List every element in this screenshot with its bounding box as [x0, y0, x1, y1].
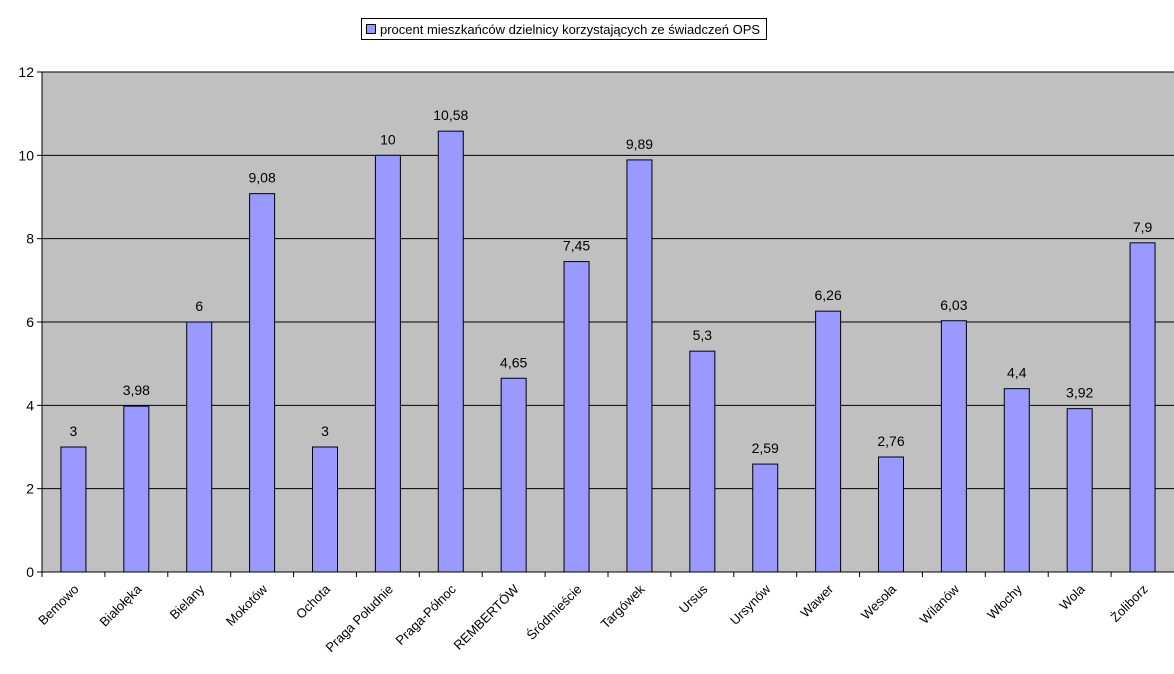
- x-tick-label: Wola: [1056, 581, 1088, 613]
- legend-label: procent mieszkańców dzielnicy korzystają…: [380, 21, 761, 37]
- bar: [752, 463, 779, 573]
- data-label: 6,03: [940, 297, 967, 313]
- data-label: 6: [195, 298, 203, 314]
- data-label: 9,08: [248, 170, 275, 186]
- x-tick-labels: Bemowo Białołęka Bielany Mokotów OchotaPraga…: [35, 581, 1150, 655]
- y-tick-label: 0: [26, 564, 34, 580]
- y-tick-label: 6: [26, 314, 34, 330]
- data-label: 4,4: [1007, 365, 1027, 381]
- data-label: 4,65: [500, 354, 527, 370]
- x-tick-label: Wesoła: [858, 581, 900, 623]
- data-label: 10: [380, 131, 396, 147]
- x-tick-label: Bielany: [167, 581, 208, 622]
- data-label: 9,89: [626, 136, 653, 152]
- x-tick-label: Bemowo: [35, 582, 81, 628]
- data-label: 3: [321, 423, 329, 439]
- y-tick-label: 8: [26, 231, 34, 247]
- axes: [37, 71, 1174, 577]
- legend: procent mieszkańców dzielnicy korzystają…: [361, 18, 768, 40]
- data-label: 3,92: [1066, 385, 1093, 401]
- legend-swatch: [366, 24, 376, 34]
- data-label: 7,45: [563, 238, 590, 254]
- x-tick-label: Włochy: [984, 581, 1025, 622]
- bar: [563, 261, 590, 573]
- x-tick-label: Żoliborz: [1107, 582, 1150, 625]
- x-tick-label: REMBERTÓW: [451, 581, 523, 653]
- bar: [1003, 388, 1030, 573]
- bar: [123, 405, 150, 573]
- data-label: 10,58: [433, 107, 468, 123]
- bar: [1066, 408, 1093, 573]
- bar: [186, 321, 213, 573]
- data-label: 3: [70, 423, 78, 439]
- gridlines: [42, 71, 1174, 490]
- x-tick-label: Ursynów: [727, 581, 774, 628]
- x-tick-label: Wilanów: [917, 581, 963, 627]
- data-label: 5,3: [693, 327, 713, 343]
- y-tick-labels: 0 2 4 6 8 10 12: [18, 64, 34, 580]
- data-label: 6,26: [814, 287, 841, 303]
- bar: [689, 350, 716, 573]
- bar: [815, 310, 842, 573]
- bar: [626, 159, 653, 573]
- x-tick-label: Ursus: [676, 581, 711, 616]
- y-tick-label: 10: [18, 147, 34, 163]
- bars: [60, 130, 1156, 573]
- data-label: 3,98: [123, 382, 150, 398]
- bar: [312, 446, 338, 573]
- y-tick-label: 4: [26, 397, 34, 413]
- x-tick-label: Ochota: [293, 581, 334, 622]
- x-tick-label: Targówek: [598, 581, 648, 631]
- data-label: 2,59: [752, 440, 779, 456]
- x-tick-label: Mokotów: [223, 581, 271, 629]
- bar: [878, 456, 904, 573]
- x-tick-label: Wawer: [797, 581, 836, 620]
- bar: [60, 446, 87, 573]
- data-labels: 3 3,98 6 9,08 3 10 10,58 4,65 7,45 9,89 5,3 2,59 6,2…: [70, 107, 1153, 456]
- bar: [500, 377, 527, 573]
- y-tick-label: 2: [26, 481, 34, 497]
- y-tick-label: 12: [18, 64, 34, 80]
- x-tick-label: Białołęka: [97, 581, 145, 629]
- bar: [940, 320, 967, 573]
- data-label: 2,76: [877, 433, 904, 449]
- data-label: 7,9: [1133, 219, 1153, 235]
- bar: [249, 193, 276, 573]
- bar: [1129, 242, 1156, 573]
- bar: [374, 154, 401, 573]
- x-tick-label: Praga-Północ: [393, 581, 460, 648]
- x-tick-label: Praga Południe: [323, 582, 396, 655]
- x-tick-label: Śródmieście: [523, 582, 584, 643]
- bar: [437, 130, 464, 573]
